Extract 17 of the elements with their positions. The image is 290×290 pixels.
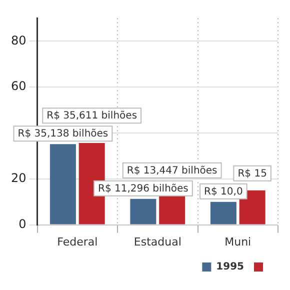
bar (50, 144, 76, 224)
bar (130, 198, 156, 224)
data-label: R$ 15 (238, 168, 267, 180)
data-label: R$ 13,447 bilhões (126, 165, 218, 176)
y-tick-label: 0 (18, 216, 26, 231)
data-label: R$ 35,138 bilhões (18, 128, 108, 140)
data-label: R$ 11,296 bilhões (98, 183, 188, 194)
y-tick-label: 60 (10, 79, 26, 94)
data-label: R$ 10,0 (204, 186, 243, 198)
x-tick-label: Muni (224, 235, 252, 248)
legend-label: 1995 (216, 262, 244, 273)
data-label: R$ 35,611 bilhões (46, 110, 138, 122)
x-tick-label: Estadual (134, 235, 182, 248)
bar (210, 202, 236, 224)
y-tick-label: 20 (10, 171, 26, 186)
y-tick-label: 80 (10, 33, 26, 48)
x-tick-label: Federal (57, 235, 98, 248)
